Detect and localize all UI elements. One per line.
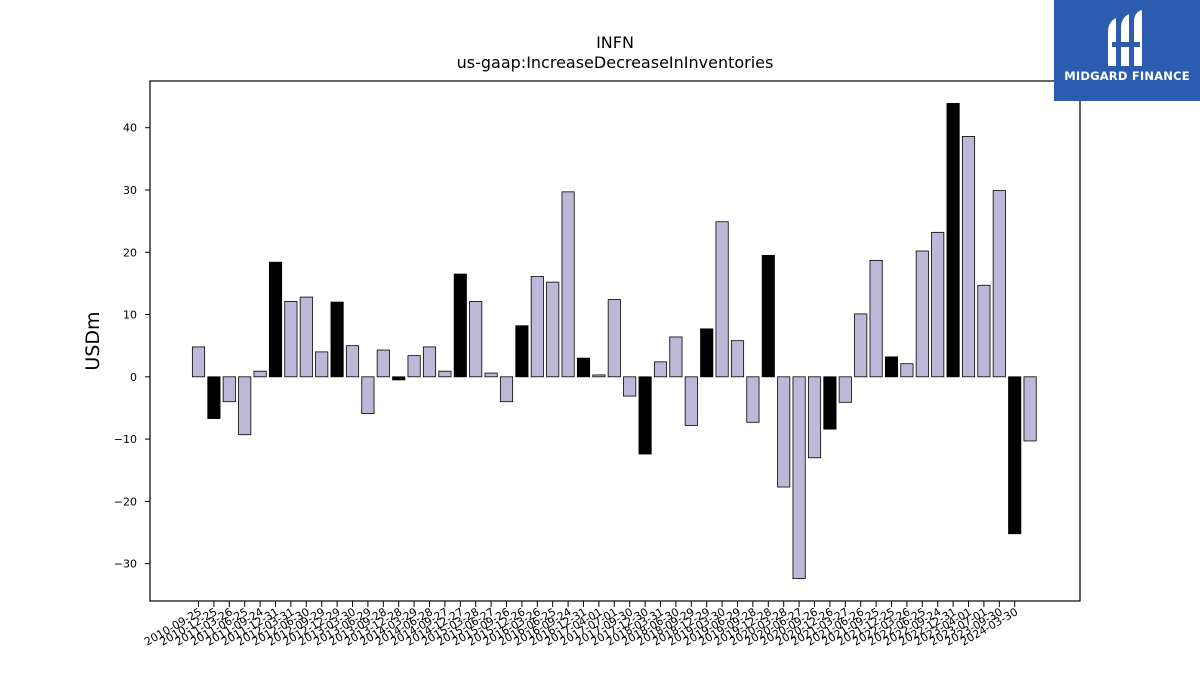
- chart-subtitle: us-gaap:IncreaseDecreaseInInventories: [457, 53, 774, 72]
- bar: [392, 376, 406, 381]
- bar: [854, 313, 868, 378]
- bar: [715, 221, 729, 378]
- y-tick-label: −20: [114, 495, 137, 508]
- bar: [299, 296, 313, 378]
- bar: [977, 284, 991, 378]
- bar: [931, 231, 945, 378]
- bar: [546, 281, 560, 378]
- bar: [915, 250, 929, 378]
- plot-frame: [149, 80, 1081, 602]
- bar: [869, 259, 883, 378]
- bar: [1008, 376, 1022, 535]
- bar: [761, 254, 775, 378]
- bar: [345, 345, 360, 378]
- bar: [653, 361, 668, 378]
- bar: [592, 374, 606, 378]
- bar: [268, 261, 283, 378]
- bar: [823, 376, 837, 430]
- bar: [438, 370, 452, 378]
- bar: [607, 299, 621, 378]
- bar: [376, 349, 390, 378]
- y-axis: −30 −20 −10 0 10 20 30 40: [114, 122, 150, 571]
- bar: [407, 355, 421, 378]
- bar: [561, 191, 575, 378]
- bar: [484, 372, 498, 378]
- bar: [946, 103, 960, 378]
- y-tick-label: 0: [130, 371, 137, 384]
- x-axis: 2010-09-252010-12-252011-03-262011-06-25…: [142, 601, 1020, 649]
- bar-series: [191, 103, 1037, 579]
- y-tick-label: −10: [114, 433, 137, 446]
- bar: [807, 376, 822, 459]
- y-axis-label: USDm: [82, 311, 104, 370]
- bar: [422, 346, 437, 378]
- bar: [530, 276, 544, 378]
- bar: [700, 328, 714, 378]
- brand-name: MIDGARD FINANCE: [1064, 69, 1190, 83]
- bar: [453, 273, 467, 378]
- bar: [669, 336, 683, 378]
- midgard-logo-icon: [1108, 10, 1142, 66]
- bar: [900, 363, 914, 378]
- bar: [222, 376, 236, 403]
- bar: [792, 376, 806, 579]
- bar: [576, 357, 591, 378]
- bar: [1023, 376, 1037, 442]
- bar: [746, 376, 760, 423]
- bar: [684, 376, 698, 426]
- bar: [207, 376, 221, 419]
- chart-title: INFN: [596, 33, 634, 52]
- bar: [777, 376, 791, 488]
- bar: [253, 370, 267, 378]
- y-tick-label: 40: [123, 122, 137, 135]
- bar: [284, 301, 298, 378]
- bar: [961, 136, 976, 378]
- bar: [638, 376, 652, 455]
- bar: [330, 301, 344, 378]
- bar: [469, 301, 483, 378]
- bar: [361, 376, 375, 414]
- y-tick-label: 20: [123, 246, 137, 259]
- bar: [884, 356, 899, 378]
- y-tick-label: −30: [114, 558, 137, 571]
- bar: [315, 351, 329, 378]
- bar: [238, 376, 252, 436]
- brand-logo: MIDGARD FINANCE: [1054, 0, 1200, 101]
- bar: [623, 376, 637, 397]
- y-tick-label: 30: [123, 184, 137, 197]
- bar: [838, 376, 852, 403]
- bar: [515, 325, 529, 378]
- bar: [191, 346, 206, 378]
- bar: [992, 190, 1006, 378]
- y-tick-label: 10: [123, 309, 137, 322]
- bar: [730, 340, 745, 378]
- bar: [499, 376, 514, 403]
